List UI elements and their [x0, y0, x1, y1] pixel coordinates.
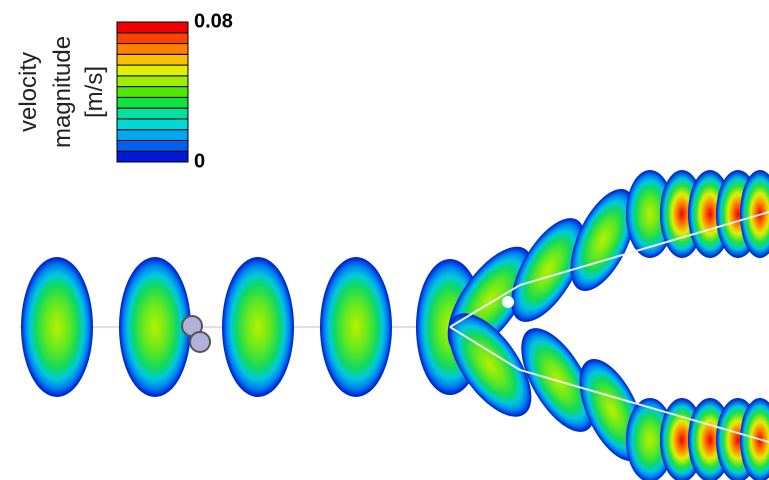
colorbar: 0.08 0	[116, 10, 233, 172]
branch-line	[449, 326, 769, 443]
colorbar-band	[116, 107, 189, 120]
colorbar-band	[116, 75, 189, 88]
slice	[222, 257, 294, 397]
colorbar-label: magnitude	[49, 36, 76, 148]
colorbar-min: 0	[194, 150, 205, 172]
slice	[320, 257, 392, 397]
colorbar-band	[116, 96, 189, 109]
highlight	[502, 296, 514, 308]
colorbar-band	[116, 32, 189, 45]
colorbar-band	[116, 43, 189, 55]
flow-slices	[20, 170, 769, 480]
slice	[626, 398, 674, 480]
colorbar-band	[116, 21, 189, 34]
colorbar-band	[116, 150, 189, 163]
colorbar-max: 0.08	[194, 10, 233, 32]
slice	[511, 218, 585, 322]
colorbar-band	[116, 139, 189, 152]
colorbar-band	[116, 129, 189, 141]
colorbar-band	[116, 53, 189, 66]
colorbar-band	[116, 118, 189, 131]
slice	[119, 257, 191, 397]
colorbar-label: [m/s]	[81, 66, 108, 118]
slice	[740, 170, 769, 258]
slice	[740, 398, 769, 480]
branch-line	[449, 211, 769, 328]
colorbar-band	[116, 86, 189, 98]
colorbar-label: velocity	[15, 52, 42, 132]
slice	[626, 170, 674, 258]
colorbar-band	[116, 64, 189, 77]
slice	[21, 257, 93, 397]
particle	[189, 331, 211, 353]
